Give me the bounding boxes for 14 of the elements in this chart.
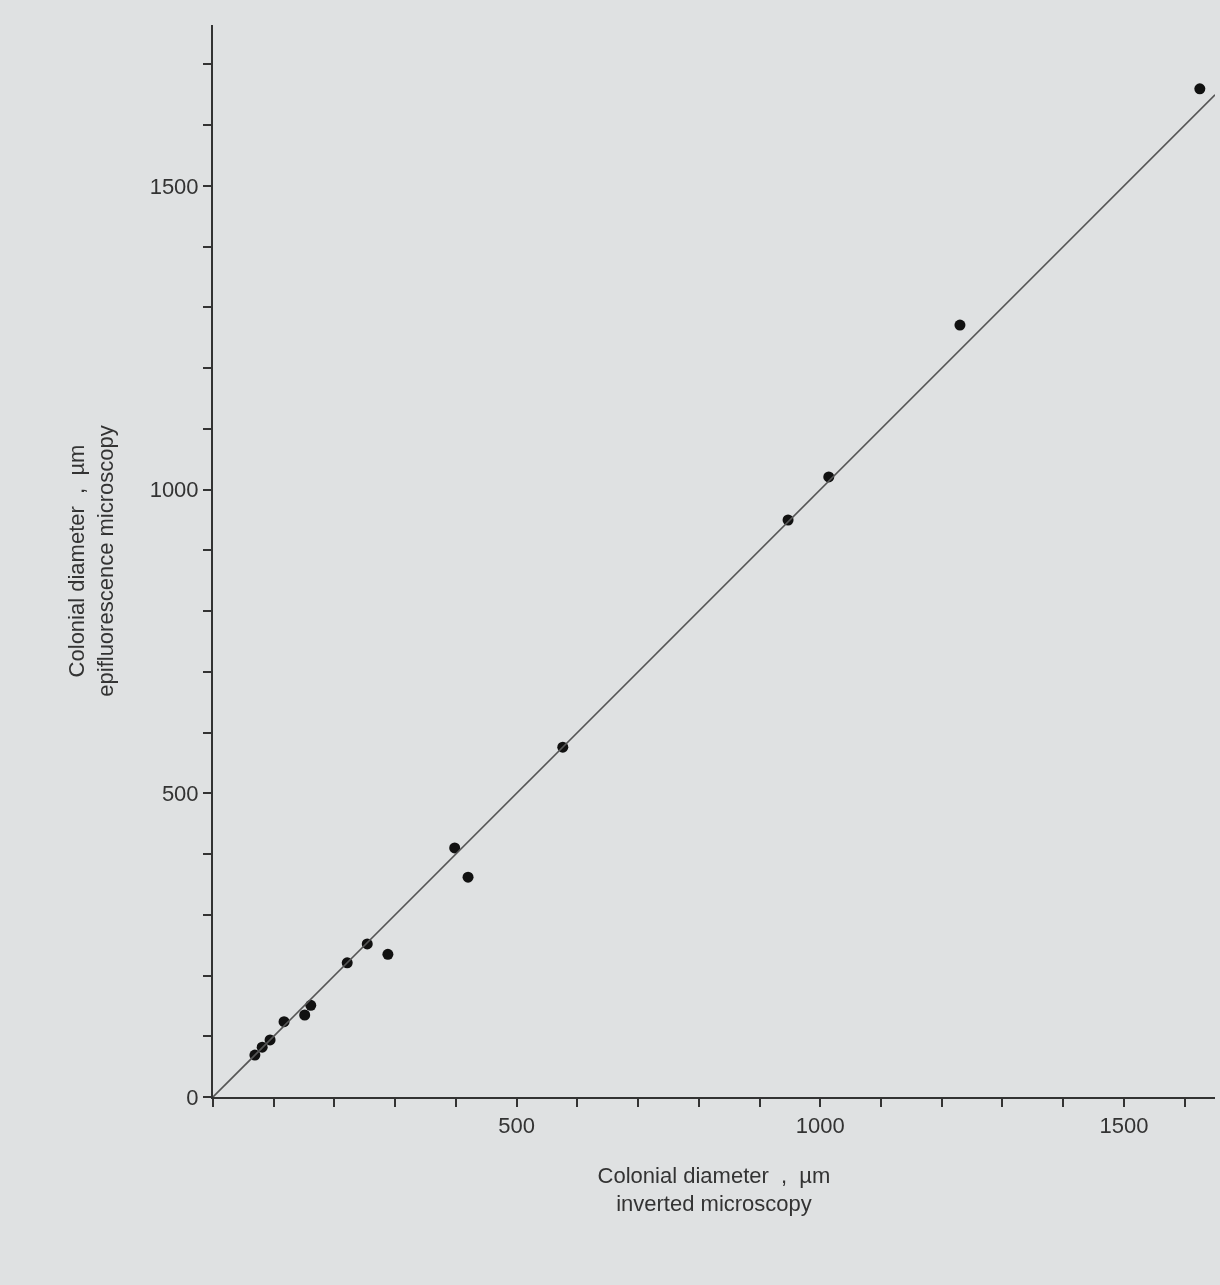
- y-tick-label: 500: [161, 781, 199, 807]
- point: [462, 871, 474, 883]
- y-tick-label: 0: [186, 1084, 199, 1110]
- x-tick-label: 500: [498, 1113, 535, 1139]
- x-tick-label: 1500: [1099, 1113, 1149, 1139]
- x-axis-title: Colonial diameter , µm inverted microscopy: [597, 1162, 831, 1217]
- point: [382, 948, 394, 960]
- point: [299, 1009, 311, 1021]
- point: [1194, 83, 1206, 95]
- y-axis-title: Colonial diameter , µm epifluorescence microscopy: [64, 425, 118, 697]
- x-tick-label: 1000: [795, 1113, 845, 1139]
- y-tick-label: 1000: [149, 477, 199, 503]
- y-tick-label: 1500: [149, 173, 199, 199]
- point: [954, 319, 966, 331]
